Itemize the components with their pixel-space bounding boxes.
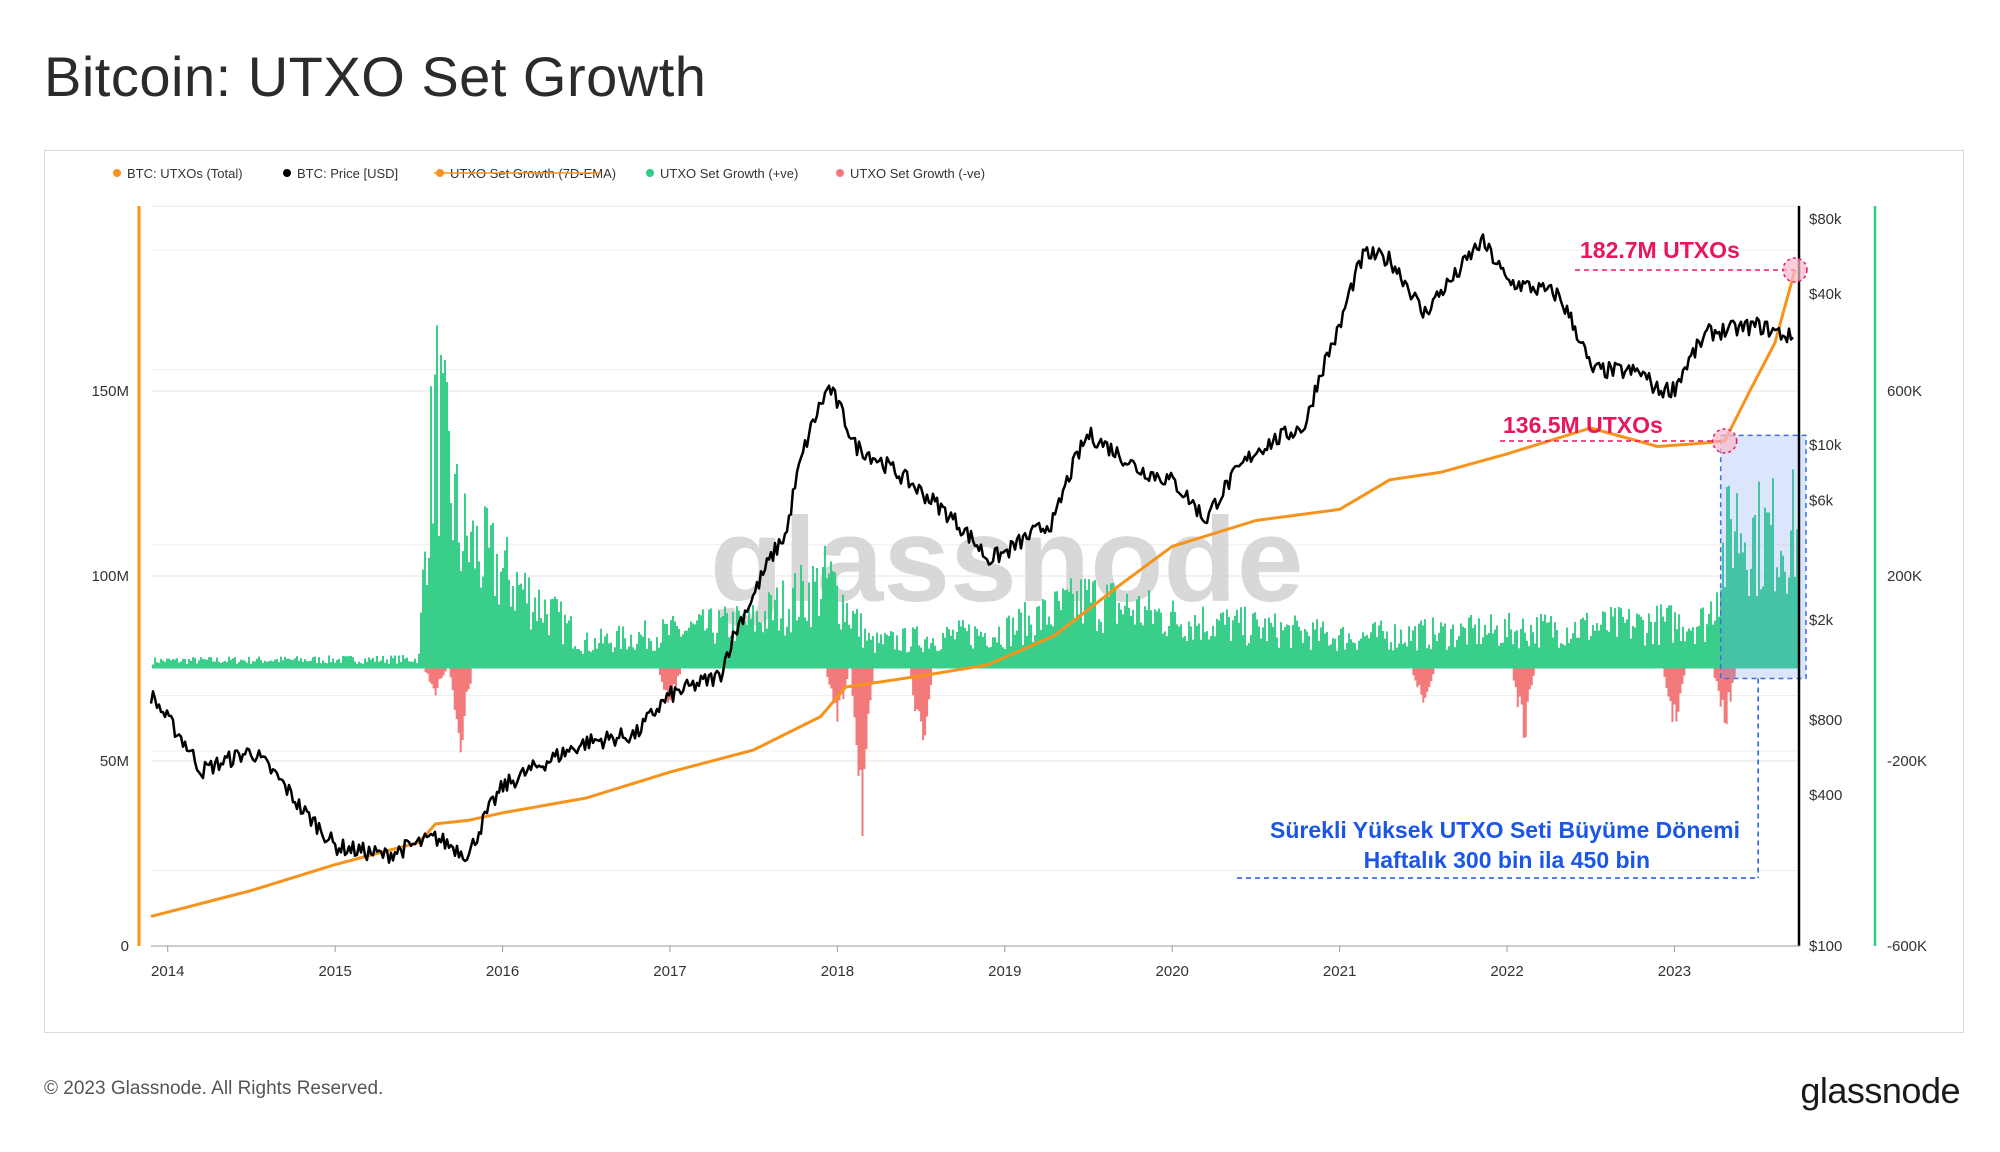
legend-label: BTC: UTXOs (Total) — [127, 166, 243, 181]
growth-negative-spike — [1512, 668, 1535, 738]
growth-negative-spike — [910, 668, 933, 741]
left-tick-label: 0 — [121, 938, 129, 955]
chart-lines — [149, 233, 1797, 918]
legend-dot — [283, 169, 291, 177]
legend-label: UTXO Set Growth (+ve) — [660, 166, 798, 181]
growth-negative-spike — [1713, 668, 1736, 725]
growth-negative-spike — [851, 668, 874, 837]
annotation-period-title: Sürekli Yüksek UTXO Seti Büyüme Dönemi — [1270, 817, 1740, 843]
chart-svg: BTC: UTXOs (Total) BTC: Price [USD] UTXO S… — [91, 166, 1927, 980]
growth-negative-spike — [1663, 668, 1686, 722]
price-tick-label: $800 — [1809, 712, 1842, 729]
growth-tick-label: -600K — [1887, 938, 1927, 955]
copyright-text: © 2023 Glassnode. All Rights Reserved. — [44, 1078, 384, 1099]
price-tick-label: $400 — [1809, 787, 1842, 804]
annotation-label-peak: 182.7M UTXOs — [1580, 237, 1740, 263]
x-tick-label: 2016 — [486, 963, 519, 980]
chart-annotations: 182.7M UTXOs 136.5M UTXOs Sürekli Yüksek U… — [1270, 237, 1808, 873]
left-tick-label: 100M — [91, 568, 129, 585]
brand-logo-text: glassnode — [1800, 1070, 1960, 1111]
x-tick-label: 2020 — [1156, 963, 1189, 980]
price-tick-label: $100 — [1809, 938, 1842, 955]
watermark-text: glassnode — [710, 493, 1304, 627]
x-tick-label: 2018 — [821, 963, 854, 980]
x-tick-label: 2023 — [1658, 963, 1691, 980]
growth-positive-series — [152, 325, 1798, 669]
annotation-marker — [1782, 257, 1808, 283]
legend-label: BTC: Price [USD] — [297, 166, 398, 181]
price-line — [149, 233, 1794, 864]
left-tick-label: 150M — [91, 383, 129, 400]
growth-negative-spike — [826, 668, 849, 722]
legend-dot — [113, 169, 121, 177]
page-title: Bitcoin: UTXO Set Growth — [44, 45, 707, 108]
chart-legend: BTC: UTXOs (Total) BTC: Price [USD] UTXO S… — [113, 166, 985, 181]
price-tick-label: $2k — [1809, 612, 1834, 629]
price-tick-label: $80k — [1809, 211, 1842, 228]
x-tick-label: 2015 — [318, 963, 351, 980]
growth-negative-spike — [1412, 668, 1435, 703]
growth-negative-bars — [424, 668, 1736, 837]
x-tick-label: 2019 — [988, 963, 1021, 980]
highlight-box — [1719, 434, 1807, 680]
legend-dot — [646, 169, 654, 177]
growth-negative-spike — [424, 668, 447, 696]
growth-negative-spike — [449, 668, 472, 753]
growth-tick-label: 600K — [1887, 383, 1922, 400]
price-tick-label: $6k — [1809, 493, 1834, 510]
annotation-label-start: 136.5M UTXOs — [1503, 412, 1663, 438]
price-tick-label: $40k — [1809, 286, 1842, 303]
growth-tick-label: 200K — [1887, 568, 1922, 585]
chart-axes: 0 50M 100M 150M $100 $400 $800 $2k $6k $10k $40k $8… — [91, 206, 1927, 980]
highlight-region — [1237, 434, 1807, 879]
left-tick-label: 50M — [100, 753, 129, 770]
growth-tick-label: -200K — [1887, 753, 1927, 770]
price-tick-label: $10k — [1809, 437, 1842, 454]
annotation-marker — [1711, 428, 1738, 454]
annotation-period-range: Haftalık 300 bin ila 450 bin — [1364, 847, 1650, 873]
chart-frame: BTC: UTXOs (Total) BTC: Price [USD] UTXO S… — [44, 150, 1964, 1033]
growth-negative-spike — [658, 668, 681, 703]
x-tick-label: 2017 — [653, 963, 686, 980]
growth-positive-bars — [152, 325, 1798, 669]
x-tick-label: 2021 — [1323, 963, 1356, 980]
utxo-total-line — [150, 269, 1797, 918]
legend-dot — [836, 169, 844, 177]
legend-label: UTXO Set Growth (-ve) — [850, 166, 985, 181]
x-tick-label: 2014 — [151, 963, 184, 980]
x-tick-label: 2022 — [1490, 963, 1523, 980]
